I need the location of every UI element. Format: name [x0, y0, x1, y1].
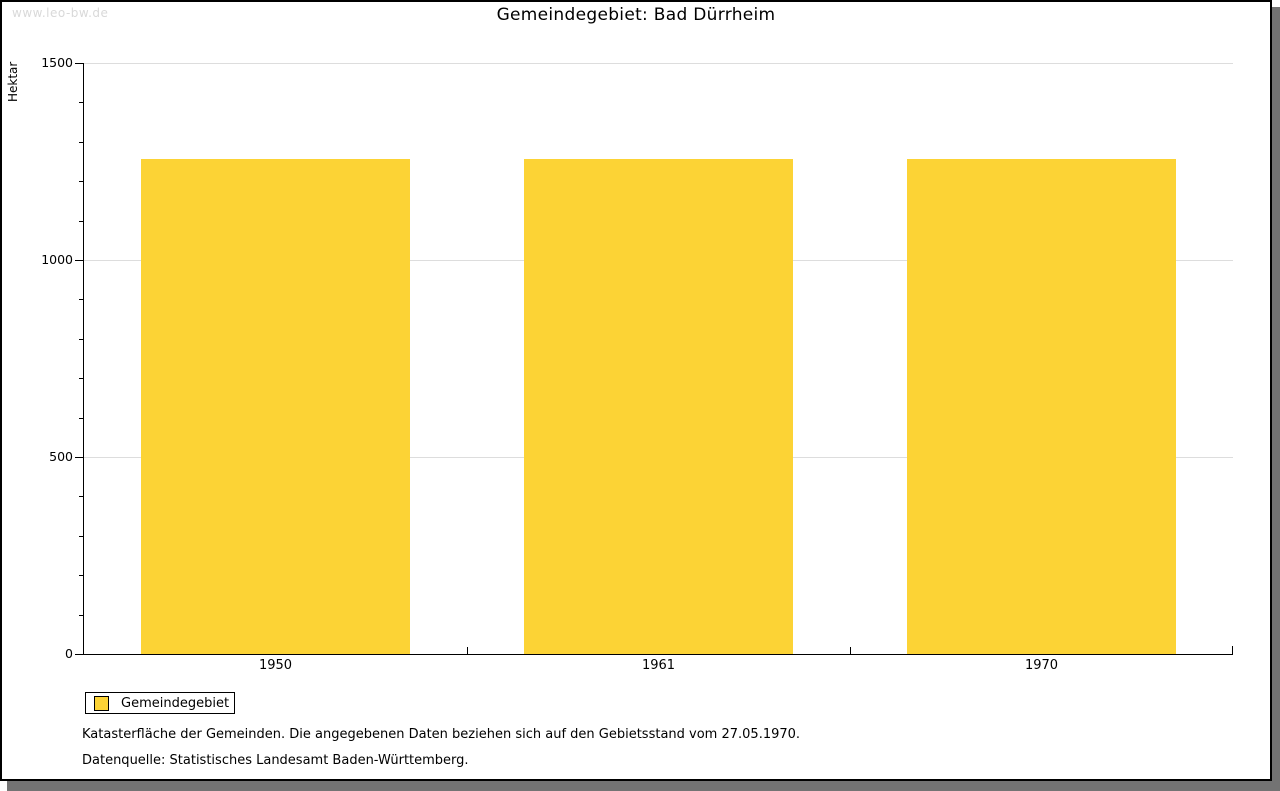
y-minor-tick-1100	[79, 221, 83, 222]
y-tick-label-1000: 1000	[41, 252, 73, 267]
y-major-tick-0	[75, 654, 83, 655]
y-minor-tick-800	[79, 339, 83, 340]
y-minor-tick-1300	[79, 142, 83, 143]
bar-1950	[141, 159, 410, 654]
y-tick-label-500: 500	[49, 449, 73, 464]
legend-swatch	[94, 695, 109, 711]
window-shadow-bottom	[7, 781, 1280, 791]
y-minor-tick-400	[79, 496, 83, 497]
y-minor-tick-1400	[79, 102, 83, 103]
y-axis-label: Hektar	[6, 61, 20, 102]
y-major-tick-1500	[75, 63, 83, 64]
footnote-description: Katasterfläche der Gemeinden. Die angege…	[82, 727, 801, 742]
gridline-1500	[84, 63, 1233, 64]
y-minor-tick-200	[79, 575, 83, 576]
y-minor-tick-1200	[79, 181, 83, 182]
x-boundary-tick-1	[467, 647, 468, 654]
y-minor-tick-300	[79, 536, 83, 537]
y-tick-label-0: 0	[65, 646, 73, 661]
chart-title: Gemeindegebiet: Bad Dürrheim	[496, 5, 776, 25]
y-minor-tick-900	[79, 299, 83, 300]
y-minor-tick-700	[79, 378, 83, 379]
y-tick-label-1500: 1500	[41, 55, 73, 70]
x-tick-label-1950: 1950	[258, 658, 293, 673]
window-shadow-right	[1272, 7, 1280, 791]
x-boundary-tick-2	[850, 647, 851, 654]
legend-label: Gemeindegebiet	[121, 695, 230, 711]
x-tick-label-1961: 1961	[641, 658, 676, 673]
watermark: www.leo-bw.de	[12, 6, 109, 20]
y-minor-tick-100	[79, 615, 83, 616]
y-major-tick-500	[75, 457, 83, 458]
plot-area: 0 500 1000 1500 1950 1961 1970	[41, 56, 1233, 673]
bar-1970	[907, 159, 1176, 654]
y-minor-tick-600	[79, 418, 83, 419]
footnote-source: Datenquelle: Statistisches Landesamt Bad…	[82, 753, 469, 768]
x-axis-end-tick	[1232, 646, 1233, 654]
bar-1961	[524, 159, 793, 654]
y-major-tick-1000	[75, 260, 83, 261]
legend-box: Gemeindegebiet	[85, 692, 235, 714]
x-tick-label-1970: 1970	[1024, 658, 1059, 673]
